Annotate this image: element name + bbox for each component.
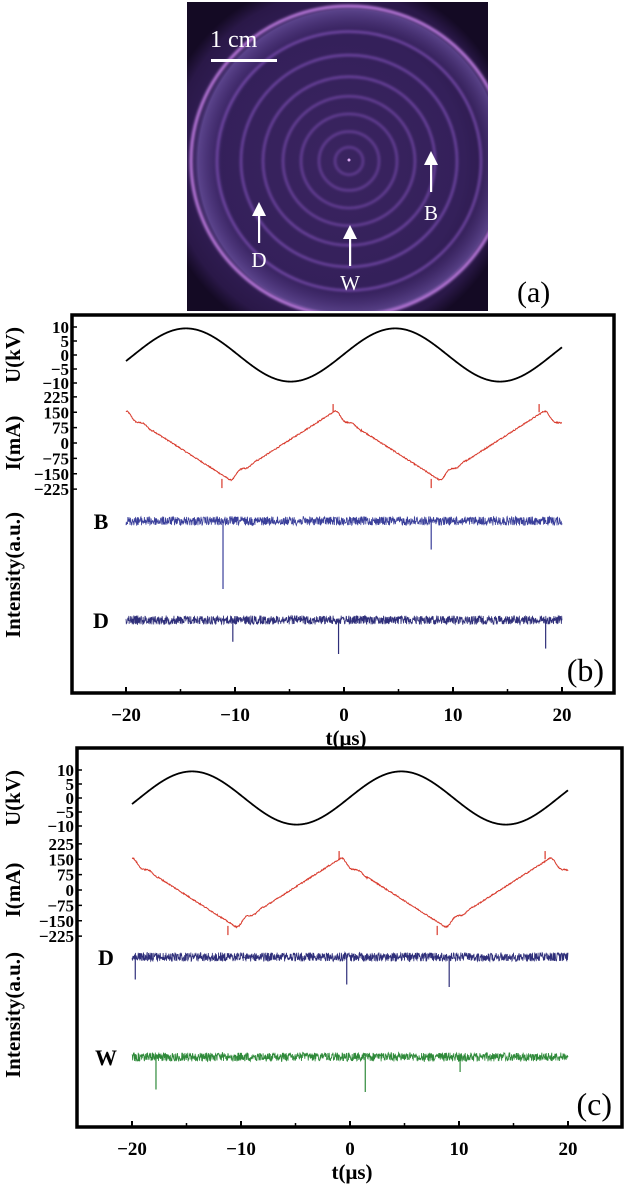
panel-label: (c) [576,1086,612,1122]
panel-a-photo [187,2,488,311]
i-tick-label: 0 [66,881,75,900]
panel-a-label: (a) [517,276,550,309]
trace-label-w: W [95,1045,117,1070]
x-tick-label: 20 [559,1139,578,1160]
x-tick-label: 0 [339,705,349,726]
panel-b-chart: −20 −10 0 10 20t(μs)1050−5−10225150750−75−15… [1,313,616,750]
scale-bar-label: 1 cm [210,27,258,53]
marker-b-arrow: B [424,151,438,225]
marker-d-arrow: D [251,202,267,272]
plot-frame [75,746,624,1129]
u-tick-label: −10 [47,817,74,836]
discharge-ring [281,95,417,227]
series-d-line [125,614,563,626]
marker-b-label: B [424,201,438,225]
trace-label-b: B [94,509,109,534]
marker-d-label: D [251,248,266,272]
intensity-axis-label: Intensity(a.u.) [1,512,25,638]
x-tick-label: 20 [553,705,572,726]
u-tick-label: −10 [42,374,69,393]
series-u-line [131,770,569,826]
i-tick-label: 150 [49,850,75,869]
arrow-shaft [349,238,352,266]
u-tick-label: −5 [51,360,69,379]
i-tick-label: 0 [61,434,70,453]
i-axis-label: I(mA) [1,416,25,471]
arrow-up-icon [343,225,357,239]
marker-w-arrow: W [340,225,360,295]
arrow-shaft [430,164,433,192]
series-d-line [131,951,569,963]
u-tick-label: 0 [66,789,75,808]
u-tick-label: 5 [66,775,75,794]
u-axis-label: U(kV) [1,327,25,383]
marker-arrows: D W B [251,151,438,295]
arrow-up-icon [424,151,438,165]
series-i-line [125,409,563,482]
u-tick-label: 10 [52,318,69,337]
discharge-ring [333,146,365,176]
x-tick-label: −10 [220,705,250,726]
x-axis-label: t(μs) [325,726,366,750]
panel-c-chart: −20 −10 0 10 20t(μs)1050−5−10225150750−75−15… [1,746,624,1184]
scale-bar-line [211,59,277,62]
u-tick-label: 0 [61,346,70,365]
intensity-axis-label: Intensity(a.u.) [1,952,25,1078]
i-tick-label: 75 [52,419,69,438]
ring-center-dot [347,158,351,162]
u-tick-label: −5 [56,803,74,822]
x-tick-label: −10 [226,1139,256,1160]
discharge-ring [215,30,483,292]
outer-ring [189,4,488,311]
u-tick-label: 5 [61,332,70,351]
trace-label-d: D [93,608,109,633]
series-w-line [131,1051,569,1063]
u-axis-label: U(kV) [1,770,25,826]
arrow-up-icon [252,202,266,216]
discharge-ring [239,54,459,268]
i-tick-label: −150 [34,465,69,484]
i-tick-label: −75 [47,896,74,915]
trace-label-d: D [98,945,114,970]
discharge-ring [317,130,381,192]
i-tick-label: 225 [49,835,75,854]
plot-frame [70,313,616,695]
i-axis-label: I(mA) [1,863,25,918]
series-i-line [131,856,569,929]
i-tick-label: −225 [34,480,69,499]
photo-outer-haze [190,2,488,311]
discharge-ring [299,112,399,210]
series-u-line [125,327,563,383]
i-tick-label: 150 [44,403,70,422]
i-tick-label: −150 [39,912,74,931]
panel-label: (b) [567,652,604,688]
x-tick-label: −20 [117,1139,147,1160]
marker-w-label: W [340,271,360,295]
x-tick-label: 10 [450,1139,469,1160]
series-b-line [125,515,563,527]
i-tick-label: 75 [57,866,74,885]
scale-bar: 1 cm [210,27,277,62]
i-tick-label: −225 [39,927,74,946]
arrow-shaft [258,215,261,243]
i-tick-label: −75 [42,449,69,468]
x-tick-label: 0 [345,1139,355,1160]
u-tick-label: 10 [57,761,74,780]
x-axis-label: t(μs) [331,1160,372,1184]
i-tick-label: 225 [44,388,70,407]
x-tick-label: −20 [111,705,141,726]
x-tick-label: 10 [444,705,463,726]
